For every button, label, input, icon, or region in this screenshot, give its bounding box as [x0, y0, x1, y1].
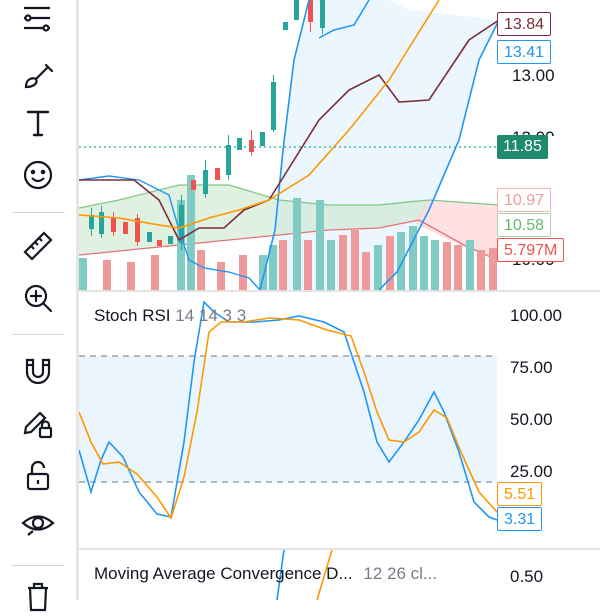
cloud-red [414, 200, 499, 260]
unlock-icon[interactable] [18, 456, 58, 496]
bollinger-lower-left-tail [79, 175, 261, 291]
moving-average-orange [79, 0, 440, 229]
stoch-k-tag: 3.31 [497, 507, 543, 531]
last-price-tag: 11.85 [497, 135, 548, 159]
toolbar-separator [12, 212, 64, 213]
drawing-toolbar [0, 0, 76, 612]
stoch-d-tag: 5.51 [497, 482, 543, 506]
trash-icon[interactable] [18, 576, 58, 616]
cloud-line-a [79, 184, 500, 209]
price-tag-baseline: 13.84 [497, 12, 552, 36]
toolbar-separator [12, 334, 64, 335]
macd-line [276, 550, 285, 600]
macd-title: Moving Average Convergence D... 12 26 cl… [94, 564, 437, 584]
stoch-k-line [79, 300, 498, 521]
bollinger-upper [318, 0, 370, 39]
cloud-tag-a: 10.97 [497, 188, 552, 212]
pane-divider[interactable] [79, 290, 600, 292]
toolbar-separator [12, 565, 64, 566]
brush-icon[interactable] [18, 55, 58, 95]
stoch-axis-label: 75.00 [510, 358, 553, 377]
macd-name: Moving Average Convergence D... [94, 564, 353, 583]
bollinger-lower [378, 19, 500, 291]
price-tag-bollinger: 13.41 [497, 40, 552, 64]
stoch-axis-label: 50.00 [510, 410, 553, 429]
emoji-icon[interactable] [18, 155, 58, 195]
volume-tag: 5.797M [497, 238, 565, 262]
stoch-d-line [79, 317, 498, 520]
zoom-in-icon[interactable] [18, 278, 58, 318]
stoch-rsi-params: 14 14 3 3 [175, 306, 247, 325]
macd-signal-line [316, 550, 333, 600]
pane-divider[interactable] [79, 548, 600, 550]
price-axis-label-partial: 12.00 [512, 128, 555, 136]
stoch-axis-label: 100.00 [510, 306, 562, 325]
magnet-icon[interactable] [18, 350, 58, 390]
toolbar-divider [76, 0, 79, 600]
indicator-lines-icon[interactable] [18, 0, 58, 40]
cloud-green [79, 185, 429, 255]
eye-icon[interactable] [18, 504, 58, 544]
stoch-rsi-name: Stoch RSI [94, 306, 171, 325]
macd-canvas [276, 550, 333, 600]
macd-axis-label: 0.50 [510, 567, 544, 586]
bollinger-lower-left [259, 0, 310, 291]
stoch-rsi-title: Stoch RSI 14 14 3 3 [94, 306, 246, 326]
ruler-icon[interactable] [18, 226, 58, 266]
stoch-axis-label: 25.00 [510, 462, 553, 481]
chart-canvas [79, 0, 500, 291]
text-tool-icon[interactable] [18, 103, 58, 143]
candlesticks [89, 0, 325, 250]
stoch-rsi-canvas [79, 300, 498, 521]
stoch-band-fill [79, 356, 497, 482]
baseline-line [79, 19, 500, 242]
cloud-tag-b: 10.58 [497, 213, 552, 237]
lock-pencil-icon[interactable] [18, 404, 58, 444]
chart-area[interactable] [79, 0, 600, 600]
macd-params: 12 26 cl... [363, 564, 438, 583]
cloud-line-b [79, 219, 498, 261]
price-axis-label: 13.00 [512, 66, 555, 85]
